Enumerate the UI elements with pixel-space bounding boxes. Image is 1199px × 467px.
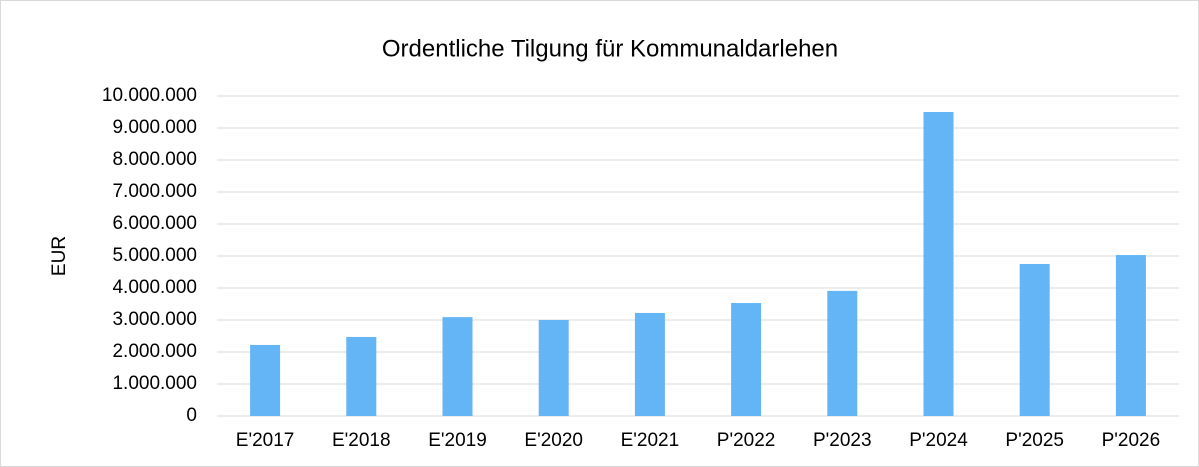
bar	[538, 320, 569, 416]
x-tick-label: P'2023	[813, 430, 872, 451]
y-tick-label: 2.000.000	[112, 341, 197, 362]
bar	[1115, 255, 1146, 416]
bar	[634, 312, 665, 416]
x-tick-label: P'2024	[909, 430, 968, 451]
x-tick-label: E'2017	[236, 430, 295, 451]
bar	[346, 336, 377, 416]
bar	[442, 317, 473, 416]
y-tick-label: 5.000.000	[112, 245, 197, 266]
x-tick-label: E'2020	[524, 430, 583, 451]
y-tick-label: 1.000.000	[112, 373, 197, 394]
x-tick-label: E'2021	[621, 430, 680, 451]
bar	[731, 303, 762, 416]
y-tick-label: 8.000.000	[112, 149, 197, 170]
y-tick-label: 0	[186, 405, 197, 426]
y-tick-label: 3.000.000	[112, 309, 197, 330]
y-axis-label: EUR	[49, 236, 70, 276]
bar	[1019, 264, 1050, 416]
x-tick-label: E'2018	[332, 430, 391, 451]
bar	[250, 344, 281, 416]
y-tick-label: 9.000.000	[112, 117, 197, 138]
y-tick-label: 6.000.000	[112, 213, 197, 234]
x-tick-label: P'2025	[1005, 430, 1064, 451]
x-tick-label: E'2019	[428, 430, 487, 451]
y-tick-label: 7.000.000	[112, 181, 197, 202]
y-tick-label: 10.000.000	[102, 85, 197, 106]
x-tick-label: P'2022	[717, 430, 776, 451]
y-tick-label: 4.000.000	[112, 277, 197, 298]
x-tick-label: P'2026	[1102, 430, 1161, 451]
bar	[923, 112, 954, 416]
chart-title: Ordentliche Tilgung für Kommunaldarlehen	[382, 35, 838, 62]
bar	[827, 290, 858, 416]
